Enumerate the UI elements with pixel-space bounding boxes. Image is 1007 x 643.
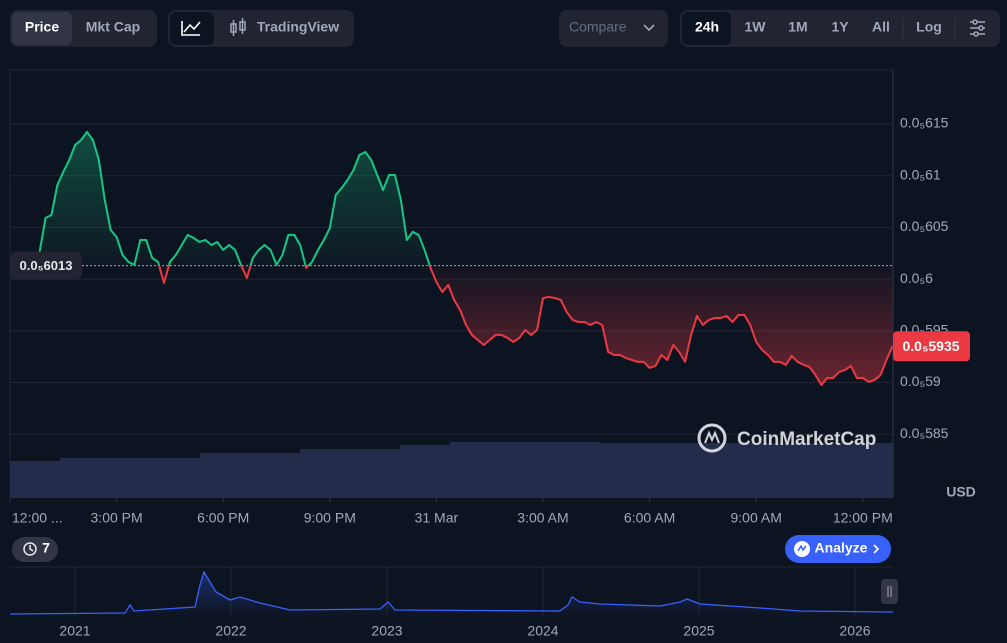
analyze-label: Analyze — [815, 540, 868, 556]
range-button[interactable]: 1W — [745, 19, 767, 35]
range-button[interactable]: 1M — [788, 19, 807, 35]
watermark: CoinMarketCap — [697, 423, 876, 453]
history-icon-hands — [29, 545, 34, 552]
price-chart: 0.0₅6150.0₅610.0₅6050.0₅60.0₅5950.0₅590.… — [9, 69, 970, 526]
last-price-label: 0.0₅5935 — [902, 338, 959, 354]
price-tab[interactable]: Price — [25, 19, 59, 35]
last-price-tag — [893, 331, 970, 362]
history-icon — [23, 542, 37, 556]
settings-button[interactable] — [970, 19, 985, 37]
navigator-area — [10, 572, 893, 616]
year-label: 2022 — [215, 623, 246, 639]
navigator: 2021 2022 2023 2024 2025 2026 — [9, 566, 898, 639]
year-label: 2021 — [59, 623, 90, 639]
range-button[interactable]: 24h — [695, 19, 719, 35]
candle-icon — [230, 18, 246, 36]
reference-label: 0.0₅6013 — [20, 258, 73, 273]
x-tick-label: 3:00 AM — [517, 510, 568, 526]
area-fill-down — [159, 265, 893, 385]
range-active-bg — [682, 12, 731, 45]
unit-label: USD — [946, 484, 976, 500]
volume-bars — [10, 442, 893, 498]
y-tick-label: 0.0₅615 — [900, 115, 949, 131]
analyze-icon-mark — [797, 544, 807, 552]
x-tick-label: 12:00 ... — [12, 510, 63, 526]
plot-layer: 0.0₅6150.0₅610.0₅6050.0₅60.0₅5950.0₅590.… — [9, 115, 970, 526]
y-tick-label: 0.0₅59 — [900, 373, 941, 389]
watermark-text: CoinMarketCap — [737, 429, 876, 450]
range-toggle — [680, 10, 1000, 47]
price-tab-bg — [12, 12, 72, 45]
year-label: 2023 — [371, 623, 402, 639]
x-tick-label: 3:00 PM — [91, 510, 143, 526]
history-count: 7 — [42, 540, 50, 556]
y-tick-label: 0.0₅61 — [900, 166, 941, 182]
x-tick-label: 6:00 PM — [197, 510, 249, 526]
x-tick-label: 9:00 AM — [731, 510, 782, 526]
x-tick-label: 31 Mar — [415, 510, 459, 526]
y-tick-label: 0.0₅6 — [900, 270, 933, 286]
watermark-logo — [697, 423, 727, 453]
toolbar: Price Mkt Cap TradingView Compare 24h 1W… — [10, 10, 1000, 47]
year-label: 2025 — [683, 623, 714, 639]
range-button[interactable]: All — [872, 19, 890, 35]
x-tick-label: 12:00 PM — [833, 510, 893, 526]
reference-label-bg — [10, 251, 82, 280]
chevron — [643, 24, 655, 32]
price-line — [38, 130, 894, 386]
navigator-handle[interactable] — [881, 579, 898, 604]
year-label: 2026 — [839, 623, 870, 639]
chart-style-toggle — [168, 10, 354, 47]
y-tick-label: 0.0₅605 — [900, 218, 949, 234]
compare-label: Compare — [569, 19, 627, 35]
range-button[interactable]: 1Y — [831, 19, 849, 35]
chevron — [873, 544, 880, 554]
navigator-line — [9, 570, 894, 615]
x-tick-label: 6:00 AM — [624, 510, 675, 526]
log-button[interactable]: Log — [916, 19, 942, 35]
y-tick-label: 0.0₅585 — [900, 425, 949, 441]
compare-dropdown[interactable] — [559, 10, 668, 47]
x-tick-label: 9:00 PM — [304, 510, 356, 526]
year-label: 2024 — [527, 623, 558, 639]
mkt-cap-tab[interactable]: Mkt Cap — [86, 19, 140, 35]
tradingview-button[interactable]: TradingView — [257, 19, 339, 35]
line-chart-button[interactable] — [170, 12, 214, 45]
watermark-logo-mark — [704, 430, 720, 444]
line-icon — [181, 21, 201, 36]
history-pill[interactable] — [12, 537, 58, 562]
analyze-button[interactable] — [785, 535, 891, 563]
